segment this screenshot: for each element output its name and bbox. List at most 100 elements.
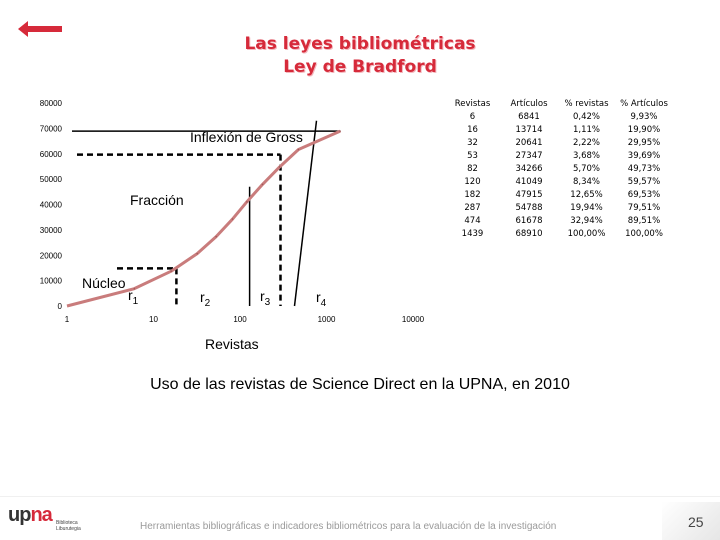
table-cell: 34266 (515, 164, 543, 174)
table-cell: 1,11% (572, 125, 600, 135)
y-tick-label: 0 (58, 302, 63, 311)
table-cell: 474 (464, 216, 481, 226)
table-cell: 182 (464, 190, 481, 200)
table-header-cell: Artículos (510, 99, 548, 109)
table-cell: 100,00% (567, 229, 606, 239)
data-point (133, 287, 136, 290)
data-point (215, 235, 217, 238)
table-cell: 9,93% (630, 112, 658, 122)
table-cell: 13714 (515, 125, 543, 135)
annotation-fraccion: Fracción (130, 192, 184, 208)
slide-title: Las leyes bibliométricas (244, 34, 476, 54)
data-point (170, 270, 172, 273)
y-tick-label: 50000 (40, 175, 63, 184)
table-header-cell: % revistas (564, 99, 609, 109)
table-header-cell: % Artículos (620, 99, 668, 109)
table-row: 32 20641 2,22% 29,95% (445, 137, 673, 150)
data-table: Revistas Artículos% revistas% Artículos 6 6… (445, 98, 673, 241)
table-row: 6 6841 0,42% 9,93% (445, 111, 673, 124)
y-tick-label: 40000 (40, 201, 63, 210)
annotation-inflexion: Inflexión de Gross (190, 129, 303, 145)
table-cell: 47915 (515, 190, 543, 200)
table-cell: 53 (467, 151, 478, 161)
r-label-4: r4 (316, 289, 327, 309)
table-cell: 2,22% (572, 138, 600, 148)
x-tick-label: 1000 (318, 315, 336, 324)
data-point (278, 166, 281, 168)
table-cell: 82 (467, 164, 478, 174)
table-row: 16 13714 1,11% 19,90% (445, 124, 673, 137)
data-point (231, 218, 234, 220)
y-tick-label: 30000 (40, 226, 63, 235)
r-label-1: r1 (128, 287, 139, 307)
footer-divider (0, 496, 720, 497)
back-arrow-icon[interactable] (18, 18, 64, 40)
table-cell: 54788 (515, 203, 543, 213)
zone-line-r4 (293, 120, 318, 307)
table-cell: 32 (467, 138, 478, 148)
r-labels: r1 r2 r3 r4 (128, 287, 327, 309)
table-cell: 27347 (515, 151, 543, 161)
table-row: 182 47915 12,65% 69,53% (445, 189, 673, 202)
table-cell: 12,65% (570, 190, 603, 200)
library-logo-text: Biblioteca Liburutegia (56, 520, 81, 532)
table-cell: 6841 (518, 112, 540, 122)
data-point (196, 252, 198, 255)
y-axis-ticks: 0 10000 20000 30000 40000 50000 60000 70000 8000… (40, 99, 63, 311)
data-point (261, 183, 264, 186)
table-cell: 39,69% (627, 151, 661, 161)
annotation-nucleo: Núcleo (82, 275, 126, 291)
table-cell: 20641 (515, 138, 543, 148)
table-row: 474 61678 32,94% 89,51% (445, 215, 673, 228)
page-number: 25 (688, 514, 704, 530)
upna-logo: upna (8, 504, 53, 526)
slide-subtitle: Uso de las revistas de Science Direct en… (150, 376, 570, 393)
y-tick-label: 70000 (40, 124, 63, 133)
y-tick-label: 20000 (40, 251, 63, 260)
table-cell: 1439 (461, 229, 484, 239)
data-point (246, 201, 248, 203)
table-cell: 19,94% (570, 203, 603, 213)
table-cell: 89,51% (627, 216, 661, 226)
table-cell: 100,00% (625, 229, 663, 239)
data-point (339, 130, 341, 132)
table-cell: 41049 (515, 177, 543, 187)
x-axis-ticks: 1 10 100 1000 10000 (65, 315, 425, 324)
data-point (297, 148, 300, 151)
table-row: 53 27347 3,68% 39,69% (445, 150, 673, 163)
table-cell: 59,57% (627, 177, 661, 187)
x-tick-label: 10000 (402, 315, 425, 324)
table-cell: 79,51% (627, 203, 661, 213)
table-cell: 287 (464, 203, 481, 213)
table-row: 287 54788 19,94% 79,51% (445, 202, 673, 215)
table-cell: 68910 (515, 229, 543, 239)
table-cell: 120 (464, 177, 481, 187)
table-cell: 61678 (515, 216, 543, 226)
table-cell: 29,95% (627, 138, 661, 148)
y-tick-label: 80000 (40, 99, 63, 108)
x-tick-label: 1 (65, 315, 70, 324)
page-number-box (662, 502, 720, 540)
footer-text: Herramientas bibliográficas e indicadore… (140, 521, 557, 532)
x-axis-label: Revistas (205, 336, 259, 352)
table-header-row: Revistas Artículos % revistas % Artículos (445, 98, 673, 111)
table-row: 82 34266 5,70% 49,73% (445, 163, 673, 176)
r-label-2: r2 (200, 289, 211, 309)
table-cell: 5,70% (572, 164, 600, 174)
r-label-3: r3 (260, 288, 271, 308)
data-points (133, 130, 341, 290)
table-cell: 32,94% (570, 216, 603, 226)
table-cell: 19,90% (627, 125, 661, 135)
y-tick-label: 10000 (40, 277, 63, 286)
x-tick-label: 100 (233, 315, 247, 324)
slide-title-line2: Ley de Bradford (283, 57, 437, 77)
table-cell: 6 (469, 112, 476, 122)
table-cell: 3,68% (572, 151, 600, 161)
table-cell: 49,73% (627, 164, 661, 174)
table-cell: 16 (467, 125, 478, 135)
y-tick-label: 60000 (40, 150, 63, 159)
dashed-reference-lines (77, 153, 282, 306)
table-cell: 69,53% (627, 190, 661, 200)
table-cell: 0,42% (572, 112, 600, 122)
